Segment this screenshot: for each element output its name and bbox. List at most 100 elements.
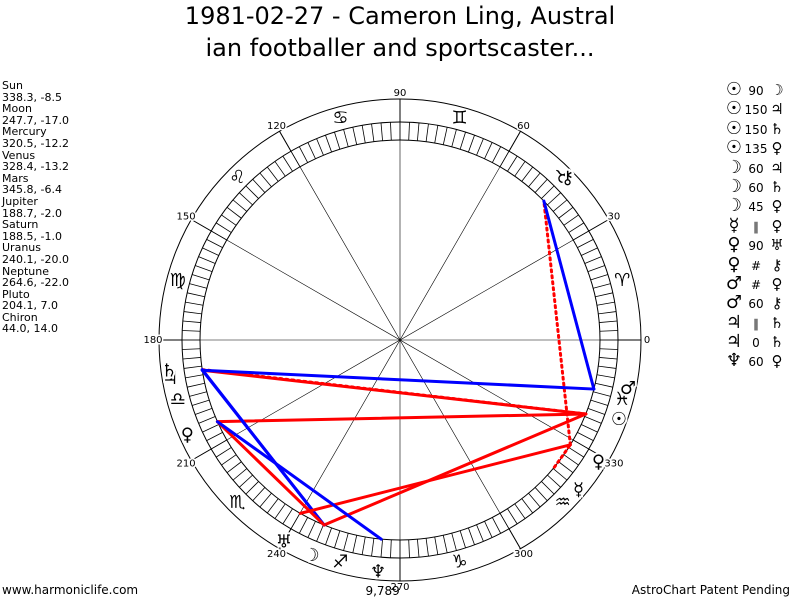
degree-label: 60 bbox=[517, 121, 530, 132]
degree-tick bbox=[334, 131, 341, 150]
aspect-planet-2: ♀ bbox=[771, 139, 783, 158]
aspect-planet-2: ☽ bbox=[770, 81, 784, 99]
spoke-outer bbox=[191, 448, 212, 461]
planet-name-jupiter: Jupiter bbox=[2, 194, 38, 208]
degree-tick bbox=[361, 536, 366, 555]
degree-tick bbox=[528, 172, 541, 188]
degree-tick bbox=[547, 474, 561, 488]
degree-tick bbox=[595, 292, 613, 298]
degree-tick bbox=[434, 125, 439, 144]
degree-tick bbox=[534, 179, 548, 193]
degree-label: 300 bbox=[514, 549, 533, 560]
spoke-outer bbox=[279, 131, 292, 152]
aspect-line bbox=[215, 420, 383, 541]
degree-tick bbox=[206, 238, 223, 249]
degree-tick bbox=[552, 199, 568, 212]
chart-title-line-1: 1981-02-27 - Cameron Ling, Austral bbox=[184, 2, 616, 30]
degree-tick bbox=[189, 283, 207, 289]
degree-tick bbox=[183, 311, 202, 315]
footer-website: www.harmoniclife.com bbox=[2, 583, 139, 597]
aspect-planet-1: ♂ bbox=[725, 272, 743, 294]
aspect-list: ☉ 90 ☽ ☉ 150 ♃ ☉ 150 ♄ ☉ 135 ♀ ☽ 60 ♃ ☽ 60 ♄ ☽ 45 ♀ ☿ ∥ ♀ ♀ 90 ♅ ♀ #… bbox=[724, 80, 786, 371]
degree-tick bbox=[587, 265, 605, 272]
degree-tick bbox=[259, 492, 272, 508]
aspect-row: ☉ 135 ♀ bbox=[724, 138, 786, 158]
aspect-row: ☿ ∥ ♀ bbox=[724, 215, 786, 235]
degree-tick bbox=[274, 503, 286, 519]
aspect-value: 150 bbox=[744, 122, 768, 137]
aspect-value: ∥ bbox=[753, 316, 759, 331]
planet-name-saturn: Saturn bbox=[2, 218, 39, 232]
degree-tick bbox=[202, 424, 219, 433]
degree-tick bbox=[596, 301, 615, 306]
aspect-value: 60 bbox=[748, 355, 764, 370]
planet-position-list: Sun 338.3, -8.5 Moon 247.7, -17.0 Mercury 320… bbox=[2, 80, 69, 335]
planet-venus-icon: ♀ bbox=[592, 452, 605, 473]
aspect-planet-2: ♃ bbox=[770, 158, 784, 177]
planet-position-moon: 247.7, -17.0 bbox=[2, 113, 69, 127]
planet-name-venus: Venus bbox=[2, 148, 36, 162]
aspect-planet-2: ♀ bbox=[771, 197, 783, 216]
aspect-row: ♀ # ⚷ bbox=[724, 254, 786, 274]
degree-tick bbox=[507, 508, 518, 525]
degree-tick bbox=[343, 129, 349, 147]
aspect-value: # bbox=[750, 277, 762, 292]
aspect-line bbox=[200, 368, 588, 416]
degree-tick bbox=[198, 256, 216, 264]
degree-tick bbox=[595, 382, 613, 388]
degree-tick bbox=[459, 131, 466, 150]
degree-tick bbox=[581, 424, 598, 433]
aspect-planet-2: ♄ bbox=[770, 333, 784, 352]
degree-tick bbox=[425, 538, 429, 557]
degree-tick bbox=[334, 530, 341, 549]
aspect-value: 60 bbox=[748, 297, 764, 312]
degree-tick bbox=[521, 498, 534, 514]
degree-labels: 0 30 60 90 120 150 180 210 240 270 300 330 bbox=[142, 87, 652, 595]
aspect-value: 90 bbox=[748, 84, 764, 98]
degree-tick bbox=[352, 127, 358, 145]
aspect-row: ♂ # ♀ bbox=[724, 272, 786, 294]
degree-tick bbox=[185, 374, 204, 379]
aspect-planet-1: ☉ bbox=[725, 98, 743, 120]
sign-sagittarius-icon: ♐ bbox=[332, 552, 348, 573]
degree-label: 0 bbox=[644, 335, 650, 346]
aspect-planet-1: ♃ bbox=[725, 331, 743, 353]
degree-tick bbox=[552, 468, 568, 481]
degree-tick bbox=[316, 138, 324, 156]
degree-tick bbox=[259, 172, 272, 188]
degree-tick bbox=[593, 283, 611, 289]
aspect-value: 60 bbox=[748, 161, 764, 176]
degree-tick bbox=[239, 192, 253, 206]
sign-scorpio-icon: ♏ bbox=[229, 492, 245, 513]
degree-tick bbox=[266, 166, 279, 182]
degree-tick bbox=[191, 399, 210, 406]
degree-tick bbox=[371, 123, 375, 142]
degree-tick bbox=[593, 391, 611, 397]
degree-tick bbox=[568, 222, 585, 233]
degree-tick bbox=[239, 474, 253, 488]
aspect-row: ☽ 60 ♄ bbox=[724, 177, 786, 197]
degree-tick bbox=[459, 530, 466, 549]
degree-tick bbox=[343, 533, 349, 551]
planet-name-pluto: Pluto bbox=[2, 287, 30, 301]
aspect-planet-1: ☉ bbox=[725, 117, 743, 139]
aspect-line bbox=[542, 199, 572, 447]
planet-position-mars: 345.8, -6.4 bbox=[2, 183, 62, 197]
aspect-planet-1: ♂ bbox=[725, 292, 743, 314]
planet-position-chiron: 44.0, 14.0 bbox=[2, 322, 58, 336]
aspect-planet-1: ♃ bbox=[725, 311, 743, 333]
planet-position-jupiter: 188.7, -2.0 bbox=[2, 206, 62, 220]
aspect-row: ☉ 90 ☽ bbox=[724, 80, 786, 100]
sign-aries-icon: ♈ bbox=[614, 270, 630, 291]
degree-tick bbox=[298, 517, 309, 534]
planet-mercury-icon: ☿ bbox=[573, 479, 584, 500]
degree-tick bbox=[187, 292, 205, 298]
footer-notice: AstroChart Patent Pending bbox=[631, 583, 790, 597]
degree-tick bbox=[185, 301, 204, 306]
aspect-planet-1: ♀ bbox=[727, 234, 741, 256]
aspect-line bbox=[200, 368, 596, 391]
sign-gemini-icon: ♊ bbox=[451, 107, 467, 128]
degree-tick bbox=[380, 539, 383, 558]
degree-tick bbox=[434, 536, 439, 555]
